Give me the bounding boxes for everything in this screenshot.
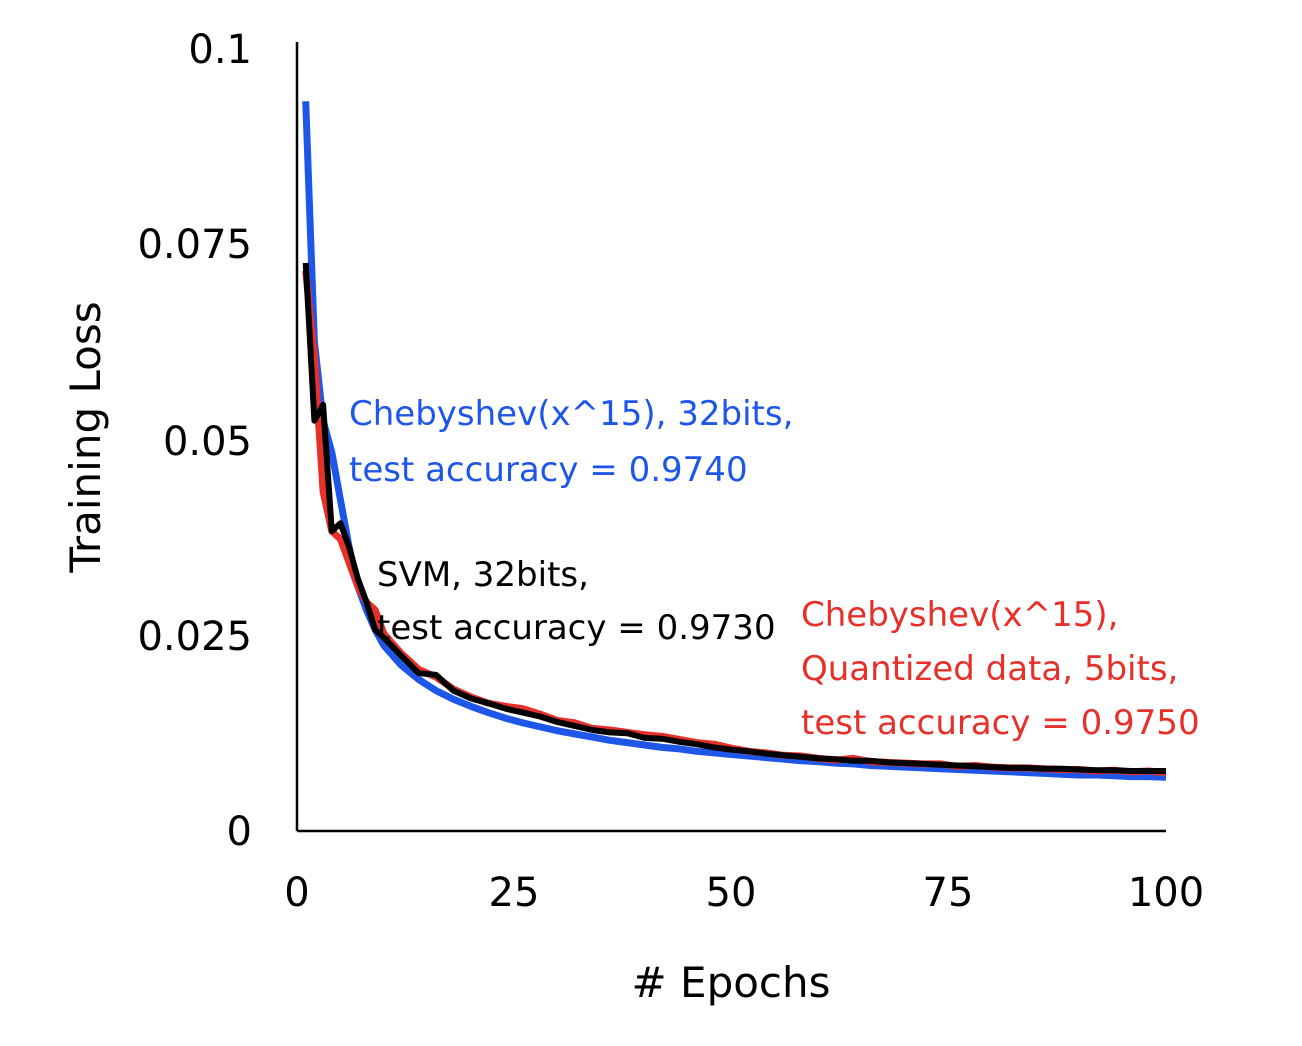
- series-line-chebyshev-32bits: [302, 101, 1167, 781]
- y-axis-title: Training Loss: [61, 301, 110, 573]
- y-tick-label: 0: [227, 809, 252, 855]
- y-tick-label: 0.1: [188, 27, 252, 73]
- annotation-line: Quantized data, 5bits,: [801, 649, 1178, 689]
- x-tick-label: 25: [489, 870, 540, 916]
- x-tick-label: 75: [923, 870, 974, 916]
- series-layer: [302, 101, 1167, 781]
- annotation-line: Chebyshev(x^15),: [801, 595, 1118, 635]
- annotation-line: SVM, 32bits,: [377, 555, 589, 595]
- annotation-svm-32bits: SVM, 32bits, test accuracy = 0.9730: [377, 555, 776, 648]
- y-tick-label: 0.075: [137, 222, 252, 268]
- x-tick-label: 100: [1128, 870, 1204, 916]
- series-line-svm-32bits: [302, 262, 1166, 774]
- annotation-line: test accuracy = 0.9740: [349, 450, 748, 490]
- y-tick-label: 0.05: [163, 419, 252, 465]
- y-tick-label: 0.025: [137, 614, 252, 660]
- series-line-chebyshev-quantized-5bits: [302, 270, 1167, 777]
- annotation-line: Chebyshev(x^15), 32bits,: [349, 394, 793, 434]
- annotation-line: test accuracy = 0.9750: [801, 703, 1200, 743]
- x-tick-label: 50: [706, 870, 757, 916]
- x-axis-title: # Epochs: [631, 958, 830, 1007]
- annotation-chebyshev-quantized: Chebyshev(x^15), Quantized data, 5bits, …: [801, 595, 1200, 743]
- annotation-line: test accuracy = 0.9730: [377, 608, 776, 648]
- x-tick-label: 0: [284, 870, 309, 916]
- annotation-chebyshev-32bits: Chebyshev(x^15), 32bits, test accuracy =…: [349, 394, 804, 490]
